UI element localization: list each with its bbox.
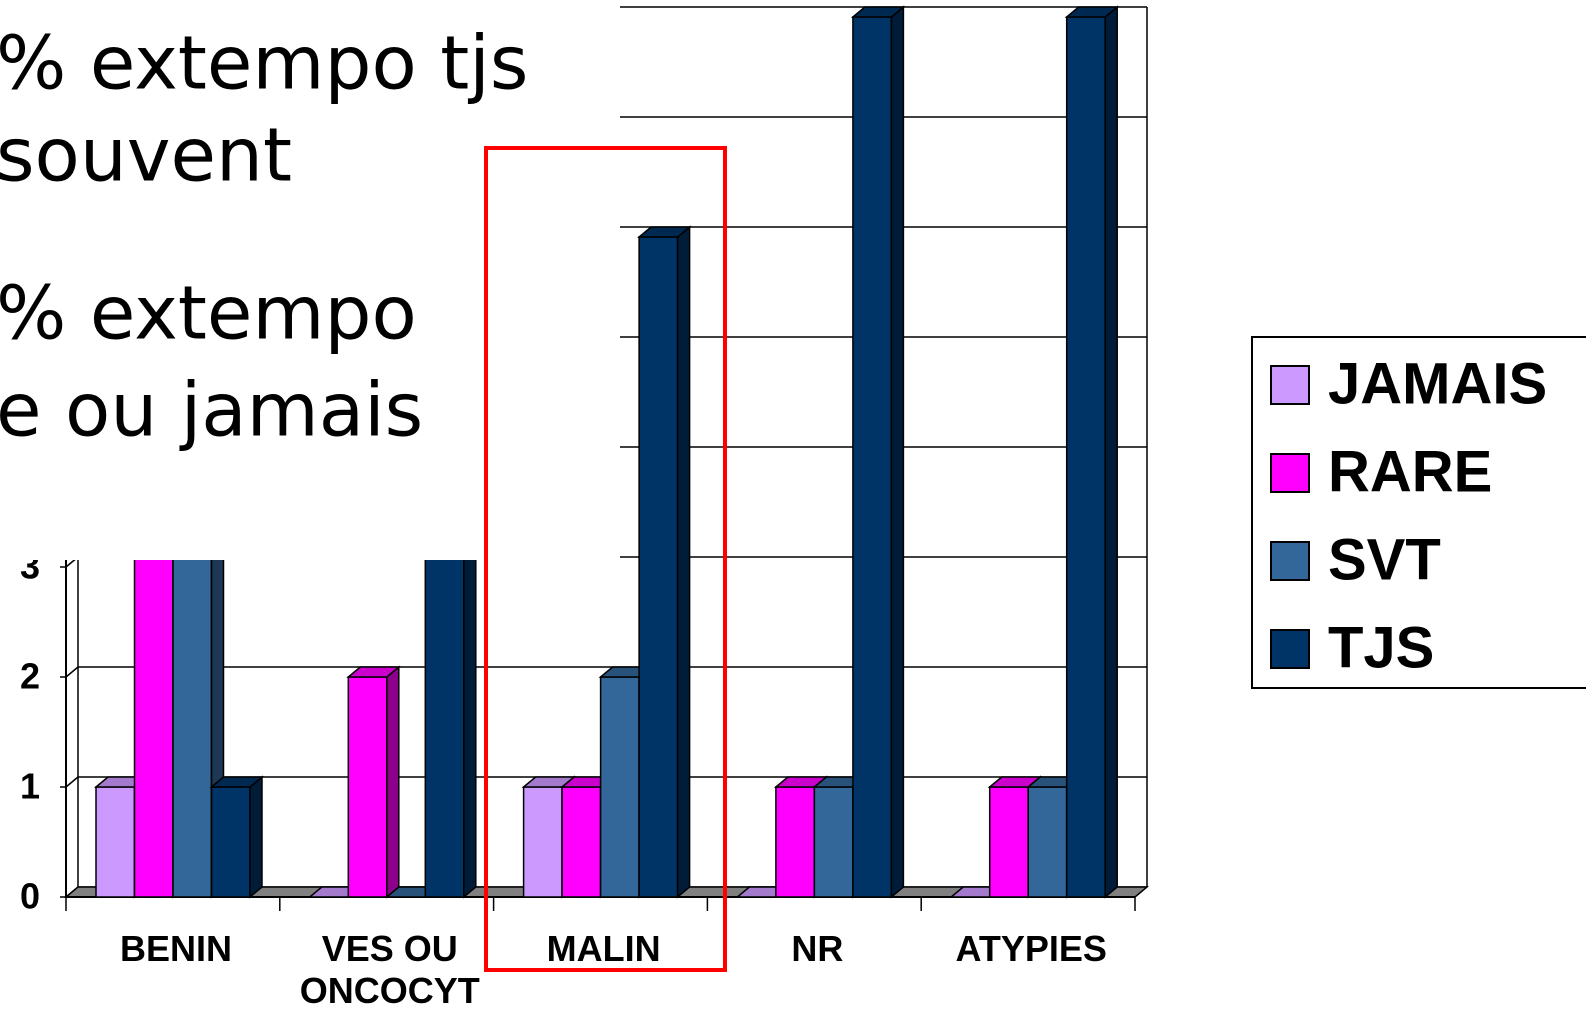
bar-top (1064, 6, 1120, 18)
legend-label: TJS (1328, 615, 1434, 680)
x-tick-label: ATYPIES (955, 928, 1107, 969)
bar-front (210, 786, 251, 898)
text-box (0, 0, 620, 560)
bar-front (988, 786, 1029, 898)
legend-swatch (1270, 453, 1310, 493)
wall-edge (65, 666, 79, 678)
y-tick-label: 2 (20, 656, 40, 697)
bar (850, 5, 906, 899)
wall-edge (65, 776, 79, 788)
legend-label: JAMAIS (1328, 351, 1547, 416)
bar-front (775, 786, 816, 898)
annotation: e ou jamais (0, 368, 423, 454)
bar (1064, 5, 1120, 899)
highlight-box (484, 146, 727, 972)
bar (209, 775, 265, 899)
annotation: % extempo (0, 271, 417, 357)
legend-label: RARE (1328, 439, 1492, 504)
bar-front (638, 236, 679, 898)
legend-swatch (1270, 365, 1310, 405)
y-tick-label: 1 (20, 766, 40, 807)
bar-top (850, 6, 906, 18)
annotation: souvent (0, 113, 292, 199)
bar-front (95, 786, 136, 898)
legend-label: SVT (1328, 527, 1441, 592)
annotation: % extempo tjs (0, 21, 528, 107)
bar-front (599, 676, 640, 898)
x-tick-label: VES OU ONCOCYT (299, 928, 480, 1011)
x-tick-label: BENIN (119, 928, 232, 969)
bar (637, 225, 692, 899)
bar-side (249, 775, 263, 899)
bar-front (347, 676, 388, 898)
x-tick-label: MALIN (546, 928, 661, 969)
bar-front (522, 786, 563, 898)
bar-front (1065, 16, 1106, 898)
bar-side (676, 225, 691, 899)
legend-swatch (1270, 541, 1310, 581)
y-tick-label: 0 (20, 876, 40, 917)
bar-side (386, 665, 400, 899)
bar-front (813, 786, 854, 898)
bar-top (209, 776, 265, 788)
bar-top (637, 226, 692, 238)
legend-swatch (1270, 629, 1310, 669)
bar-top (346, 666, 401, 678)
bar (346, 665, 401, 899)
bar-front (561, 786, 602, 898)
bar-side (890, 5, 905, 899)
bar-front (1027, 786, 1068, 898)
bar-side (1104, 5, 1118, 899)
x-tick-label: NR (791, 928, 844, 969)
bar-front (852, 16, 893, 898)
